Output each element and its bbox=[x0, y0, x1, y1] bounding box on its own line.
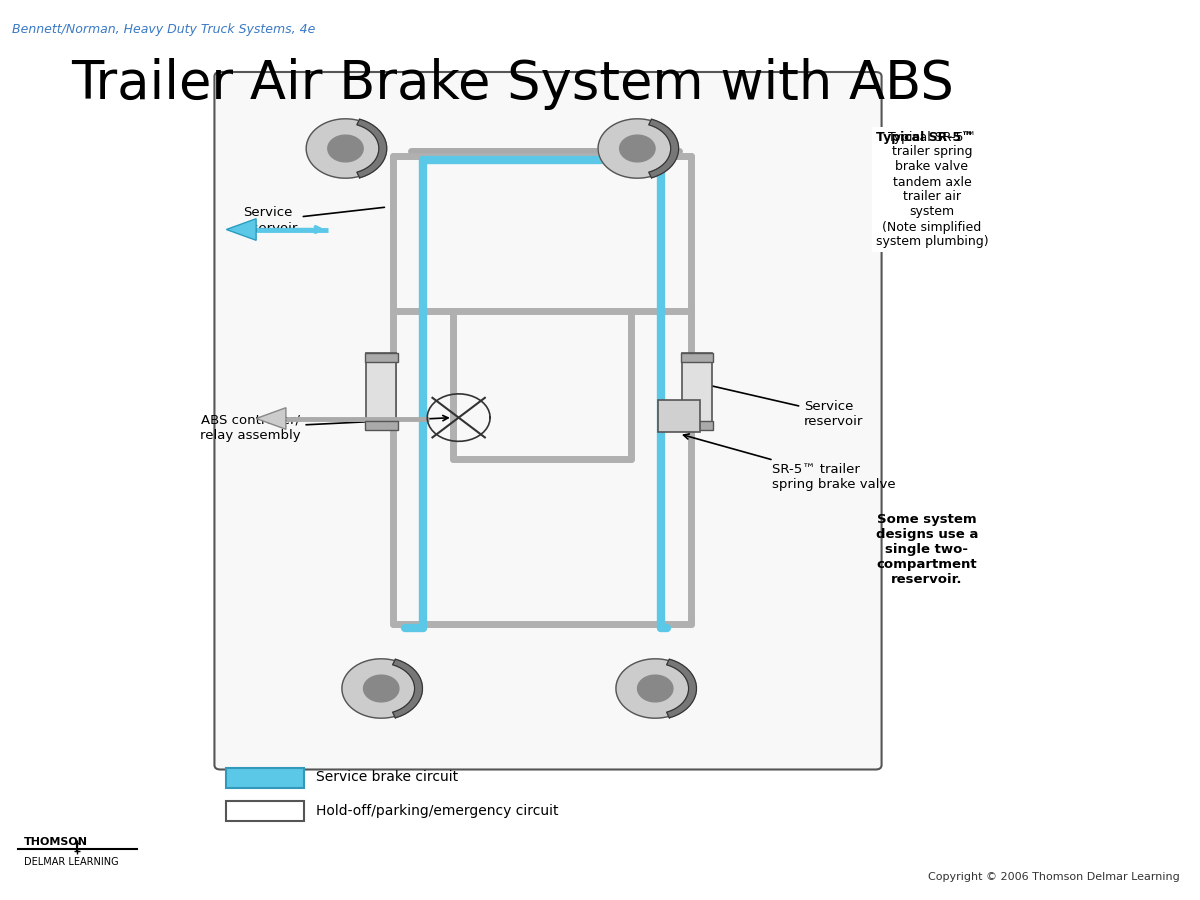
Bar bbox=[365, 354, 397, 363]
Bar bbox=[366, 354, 396, 430]
Bar bbox=[680, 420, 713, 430]
Polygon shape bbox=[667, 659, 696, 718]
Polygon shape bbox=[364, 675, 398, 702]
Polygon shape bbox=[256, 408, 286, 429]
Text: DELMAR LEARNING: DELMAR LEARNING bbox=[24, 857, 119, 867]
Text: ABS controller/
relay assembly: ABS controller/ relay assembly bbox=[200, 413, 448, 442]
Polygon shape bbox=[227, 219, 256, 240]
Polygon shape bbox=[616, 659, 695, 718]
Text: Typical SR-5™
trailer spring
brake valve
tandem axle
trailer air
system
(Note si: Typical SR-5™ trailer spring brake valve… bbox=[876, 130, 989, 248]
Polygon shape bbox=[328, 135, 364, 162]
Bar bbox=[658, 400, 701, 432]
Text: Copyright © 2006 Thomson Delmar Learning: Copyright © 2006 Thomson Delmar Learning bbox=[928, 872, 1180, 882]
Bar bbox=[227, 768, 304, 788]
Polygon shape bbox=[356, 119, 386, 178]
Text: Service
reservoir: Service reservoir bbox=[702, 382, 864, 428]
Bar bbox=[680, 354, 713, 363]
Text: Trailer Air Brake System with ABS: Trailer Air Brake System with ABS bbox=[72, 58, 954, 111]
Text: SR-5™ trailer
spring brake valve: SR-5™ trailer spring brake valve bbox=[684, 434, 895, 491]
Polygon shape bbox=[649, 119, 678, 178]
Text: Service brake circuit: Service brake circuit bbox=[316, 770, 458, 784]
Text: Hold-off/parking/emergency circuit: Hold-off/parking/emergency circuit bbox=[316, 804, 558, 818]
Text: Service
reservoir: Service reservoir bbox=[239, 206, 384, 235]
Bar bbox=[227, 801, 304, 821]
Polygon shape bbox=[306, 119, 385, 178]
Text: Some system
designs use a
single two-
compartment
reservoir.: Some system designs use a single two- co… bbox=[876, 513, 978, 586]
Text: Bennett/Norman, Heavy Duty Truck Systems, 4e: Bennett/Norman, Heavy Duty Truck Systems… bbox=[12, 22, 316, 35]
Text: THOMSON: THOMSON bbox=[24, 837, 88, 847]
Polygon shape bbox=[619, 135, 655, 162]
Polygon shape bbox=[637, 675, 673, 702]
Text: Typical SR-5™: Typical SR-5™ bbox=[876, 130, 973, 143]
Polygon shape bbox=[598, 119, 677, 178]
FancyBboxPatch shape bbox=[215, 72, 882, 770]
Bar bbox=[682, 354, 712, 430]
Polygon shape bbox=[342, 659, 420, 718]
Bar bbox=[365, 420, 397, 430]
Polygon shape bbox=[392, 659, 422, 718]
